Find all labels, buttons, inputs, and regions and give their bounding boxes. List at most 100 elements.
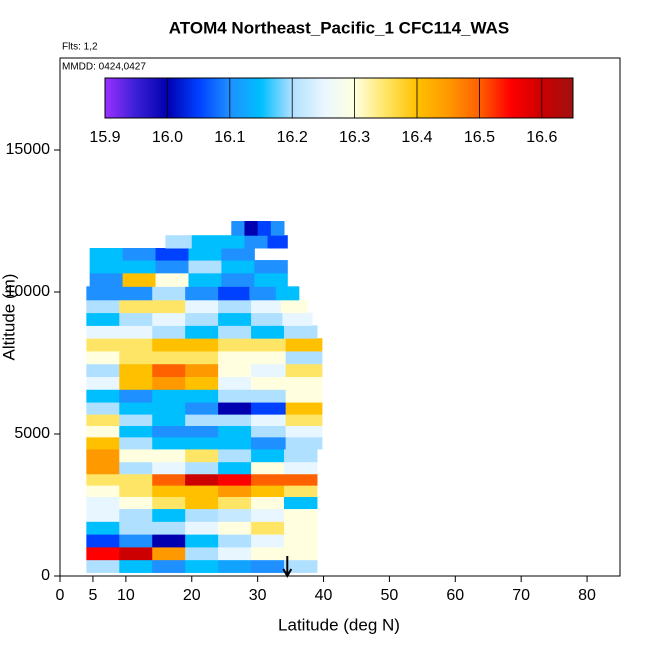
cell: [285, 376, 323, 390]
cell: [89, 260, 124, 274]
cell: [251, 363, 287, 377]
cell: [152, 448, 186, 463]
colorbar-tick-label: 16.1: [214, 129, 245, 146]
cell: [119, 389, 153, 403]
cell: [185, 508, 219, 522]
colorbar-tick-label: 16.5: [464, 129, 495, 146]
cell: [251, 448, 285, 463]
cell: [119, 448, 153, 463]
cell: [86, 546, 120, 561]
cell: [218, 473, 252, 486]
cell: [86, 376, 120, 390]
axes: 0 5 10 20 30 40 50 60 70 80 0 5000 10000 15000 15.9 16.…: [6, 57, 621, 604]
cell: [218, 521, 252, 535]
cell: [218, 286, 250, 301]
marker-arrow: [282, 556, 293, 579]
cell: [285, 338, 323, 352]
x-tick-label: 60: [446, 587, 464, 604]
cell: [122, 247, 157, 261]
cell: [284, 546, 318, 561]
cell: [152, 496, 186, 510]
cell: [122, 260, 157, 274]
cell: [185, 485, 219, 497]
cell: [185, 402, 219, 415]
colorbar-tick-label: 15.9: [89, 129, 120, 146]
cell: [218, 414, 252, 426]
cell: [185, 350, 219, 365]
cell: [119, 414, 153, 426]
y-tick-label: 0: [41, 567, 50, 584]
cell: [218, 299, 252, 314]
cell: [251, 546, 285, 561]
cell: [185, 299, 219, 314]
cell: [251, 350, 287, 365]
cell: [119, 496, 153, 510]
cell: [254, 272, 288, 287]
cell: [122, 272, 157, 287]
cell: [119, 546, 153, 561]
cell: [284, 508, 318, 522]
cell: [218, 312, 252, 326]
x-tick-label: 30: [249, 587, 267, 604]
cell: [285, 350, 323, 365]
cell: [119, 485, 153, 497]
x-tick-label: 20: [183, 587, 201, 604]
cell: [231, 221, 245, 236]
cell: [185, 363, 219, 377]
cell: [284, 485, 318, 497]
cell: [119, 338, 153, 352]
cell: [188, 272, 222, 287]
cell: [152, 376, 186, 390]
cell: [185, 376, 219, 390]
colorbar: [104, 77, 574, 119]
plot-frame: [59, 57, 621, 577]
colorbar-tick-label: 16.4: [401, 129, 432, 146]
cell: [119, 521, 153, 535]
cell: [284, 534, 318, 548]
cell: [185, 286, 219, 301]
cell: [185, 521, 219, 535]
cell: [152, 473, 186, 486]
cell: [86, 496, 120, 510]
cell: [221, 260, 255, 274]
cell: [251, 436, 287, 450]
cell: [218, 350, 252, 365]
cell: [185, 425, 219, 438]
cell: [119, 350, 153, 365]
cell: [270, 221, 285, 236]
cell: [185, 559, 219, 573]
cell: [119, 508, 153, 522]
cell: [152, 461, 186, 475]
cell: [152, 414, 186, 426]
cell: [152, 436, 186, 450]
subtitle: Flts: 1,2: [62, 42, 98, 53]
cell: [254, 260, 288, 274]
cell: [251, 325, 285, 339]
cell: [275, 286, 300, 301]
cell: [218, 496, 252, 510]
cell: [284, 521, 318, 535]
cell: [251, 485, 285, 497]
cell: [280, 299, 308, 314]
cell: [86, 312, 120, 326]
chart-title: ATOM4 Northeast_Pacific_1 CFC114_WAS: [169, 18, 509, 37]
cell: [119, 402, 153, 415]
cell: [119, 325, 153, 339]
cell: [119, 312, 153, 326]
x-tick-label: 0: [56, 587, 65, 604]
cell: [86, 485, 120, 497]
cell: [221, 247, 255, 261]
cell: [152, 402, 186, 415]
cell: [251, 338, 287, 352]
y-tick-label: 10000: [6, 283, 51, 300]
cell: [251, 461, 285, 475]
cell: [119, 425, 153, 438]
cell: [251, 521, 285, 535]
cell: [86, 363, 120, 377]
cell: [244, 221, 259, 236]
cell: [257, 221, 272, 236]
cell: [119, 461, 153, 475]
cell: [244, 235, 269, 249]
cell: [221, 272, 255, 287]
